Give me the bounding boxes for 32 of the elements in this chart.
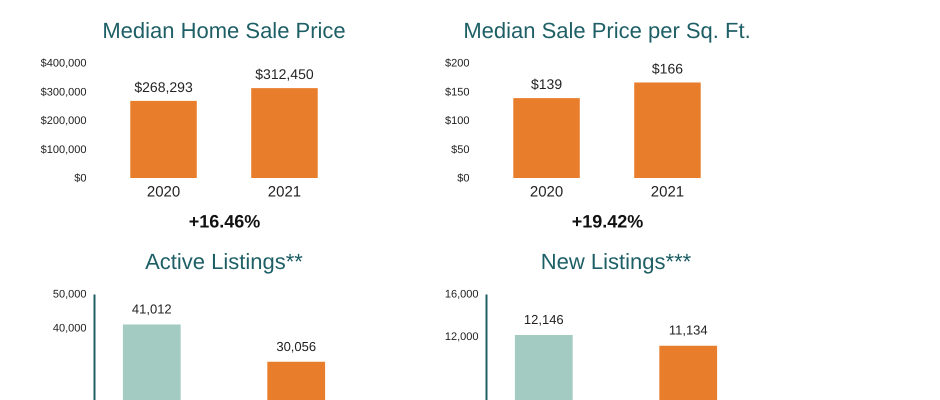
y-tick-label: 16,000	[444, 288, 478, 300]
x-tick-label: 2020	[146, 184, 180, 200]
y-tick-label: $200,000	[40, 115, 86, 127]
y-tick-label: $50	[451, 144, 470, 156]
data-label: $166	[652, 60, 684, 77]
text: +19.42%	[572, 212, 644, 232]
data-label: $139	[530, 76, 562, 92]
data-label: $312,450	[255, 66, 314, 82]
y-tick-label: $300,000	[40, 86, 86, 98]
y-tick-label: $0	[74, 172, 86, 184]
data-label: $268,293	[134, 78, 193, 95]
y-tick-label: $0	[457, 172, 470, 184]
x-tick-label: 2021	[650, 184, 684, 200]
y-tick-label: $150	[445, 86, 470, 98]
x-tick-label: 2020	[530, 184, 564, 200]
y-tick-label: 40,000	[52, 322, 86, 334]
y-tick-label: $400,000	[40, 58, 86, 70]
data-label: 30,056	[276, 338, 316, 354]
data-label: 11,134	[668, 322, 708, 338]
text: +16.46%	[188, 212, 260, 232]
y-tick-label: $100,000	[40, 144, 86, 156]
chart-title: Active Listings**	[145, 249, 304, 274]
chart-title: New Listings***	[540, 249, 692, 274]
y-tick-label: $200	[445, 58, 470, 70]
chart-title: Median Sale Price per Sq. Ft.	[463, 18, 751, 43]
y-tick-label: $100	[445, 115, 470, 127]
chart-title: Median Home Sale Price	[102, 18, 346, 43]
y-tick-label: 50,000	[52, 288, 86, 300]
y-tick-label: 12,000	[444, 331, 478, 343]
data-label: 41,012	[132, 302, 172, 317]
data-label: 12,146	[524, 312, 564, 327]
x-tick-label: 2021	[268, 184, 302, 200]
